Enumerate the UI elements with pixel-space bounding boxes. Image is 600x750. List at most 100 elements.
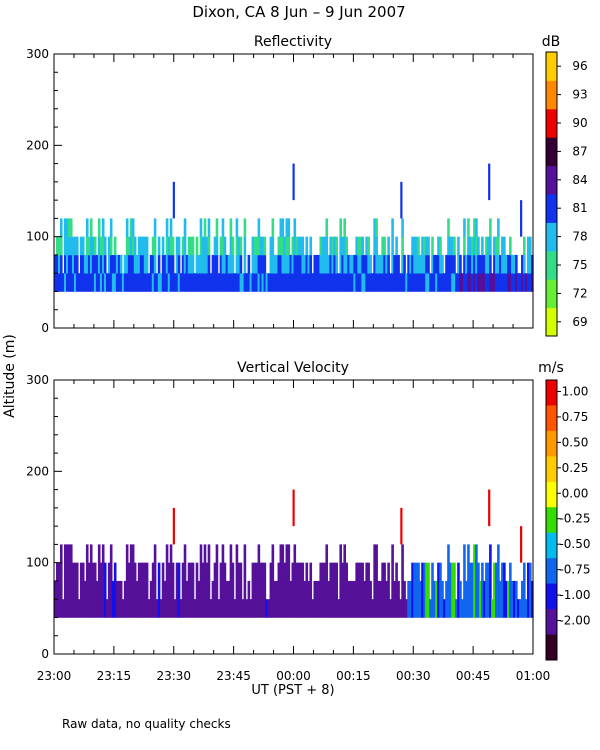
echo-cell <box>279 599 283 618</box>
echo-cell <box>215 273 219 292</box>
echo-cell <box>191 562 195 582</box>
colorbar-label: 93 <box>572 88 587 102</box>
echo-cell <box>205 562 209 582</box>
echo-cell <box>417 254 420 274</box>
echo-cell <box>289 599 293 618</box>
echo-cell <box>125 236 129 256</box>
echo-cell <box>495 580 498 600</box>
echo-cell <box>405 273 408 292</box>
echo-cell <box>99 273 103 292</box>
echo-cell <box>413 254 416 274</box>
echo-cell <box>91 599 95 618</box>
echo-cell <box>223 254 227 274</box>
echo-cell <box>259 254 263 274</box>
echo-cell <box>165 273 169 292</box>
echo-cell <box>333 236 337 256</box>
reflectivity-echo <box>54 163 534 292</box>
echo-cell <box>343 544 346 563</box>
echo-cell <box>487 599 490 618</box>
echo-cell <box>321 236 325 256</box>
echo-cell <box>255 562 259 582</box>
echo-cell <box>335 236 339 256</box>
echo-cell <box>489 544 492 563</box>
echo-cell <box>437 273 440 292</box>
echo-cell <box>447 580 450 600</box>
echo-cell <box>89 273 93 292</box>
echo-cell <box>107 254 111 274</box>
echo-cell <box>365 580 368 600</box>
echo-cell <box>519 273 522 292</box>
echo-cell <box>65 562 69 582</box>
echo-cell <box>255 254 259 274</box>
echo-cell <box>157 273 161 292</box>
echo-cell <box>123 273 127 292</box>
echo-cell <box>497 580 500 600</box>
echo-cell <box>293 580 297 600</box>
echo-cell <box>255 599 259 618</box>
echo-cell <box>401 236 404 256</box>
echo-cell <box>287 580 291 600</box>
echo-cell <box>373 562 376 582</box>
echo-cell <box>217 599 221 618</box>
echo-cell <box>253 254 257 274</box>
echo-spike <box>172 181 175 219</box>
echo-cell <box>187 580 191 600</box>
echo-cell <box>469 254 472 274</box>
echo-cell <box>407 273 410 292</box>
colorbar-label: 0.75 <box>562 410 589 424</box>
echo-cell <box>395 273 398 292</box>
echo-cell <box>263 254 267 274</box>
echo-cell <box>97 236 101 256</box>
echo-cell <box>331 273 335 292</box>
echo-cell <box>505 254 508 274</box>
echo-cell <box>495 254 498 274</box>
echo-cell <box>229 218 233 237</box>
echo-cell <box>81 273 85 292</box>
echo-cell <box>237 273 241 292</box>
echo-cell <box>127 562 131 582</box>
echo-cell <box>521 254 524 274</box>
echo-cell <box>199 580 203 600</box>
echo-cell <box>309 254 313 274</box>
echo-cell <box>357 254 360 274</box>
echo-cell <box>199 218 203 237</box>
echo-cell <box>491 599 494 618</box>
echo-cell <box>309 273 313 292</box>
echo-cell <box>125 544 129 563</box>
echo-cell <box>383 254 386 274</box>
echo-cell <box>377 599 380 618</box>
echo-cell <box>57 580 61 600</box>
echo-cell <box>465 254 468 274</box>
echo-cell <box>89 562 93 582</box>
echo-cell <box>125 562 129 582</box>
echo-cell <box>451 599 454 618</box>
echo-cell <box>445 254 448 274</box>
echo-cell <box>189 254 193 274</box>
echo-cell <box>397 580 400 600</box>
echo-cell <box>153 599 157 618</box>
echo-cell <box>327 580 331 600</box>
echo-cell <box>237 254 241 274</box>
echo-cell <box>465 273 468 292</box>
echo-cell <box>471 562 474 582</box>
echo-cell <box>71 273 75 292</box>
echo-cell <box>273 580 277 600</box>
echo-cell <box>329 599 333 618</box>
echo-cell <box>203 236 207 256</box>
echo-cell <box>349 599 352 618</box>
echo-cell <box>277 562 281 582</box>
echo-cell <box>113 562 117 582</box>
echo-cell <box>419 273 422 292</box>
echo-cell <box>281 273 285 292</box>
echo-cell <box>339 254 342 274</box>
echo-cell <box>121 273 125 292</box>
echo-cell <box>55 599 59 618</box>
echo-cell <box>481 562 484 582</box>
echo-cell <box>505 580 508 600</box>
echo-cell <box>167 273 171 292</box>
echo-cell <box>291 562 295 582</box>
echo-cell <box>117 580 121 600</box>
echo-cell <box>381 273 384 292</box>
echo-cell <box>503 562 506 582</box>
echo-cell <box>331 580 335 600</box>
